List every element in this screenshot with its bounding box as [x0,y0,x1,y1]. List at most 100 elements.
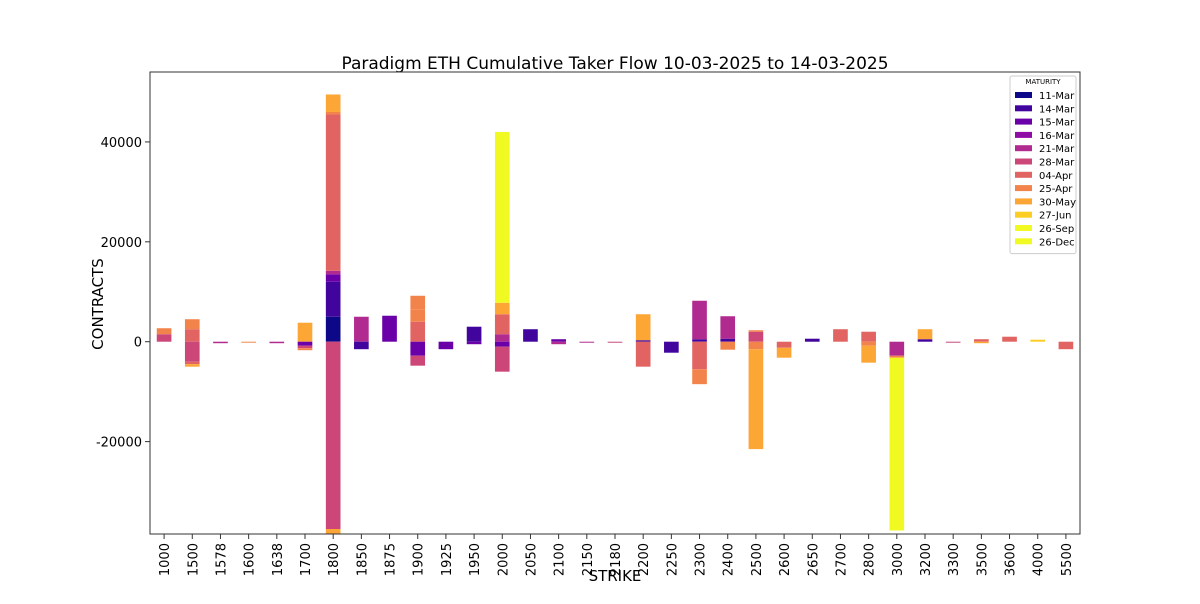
bar-segment-2300 [692,341,707,370]
bar-segment-2800 [861,341,876,346]
bar-segment-2300 [692,300,707,340]
bar-segment-1500 [184,364,200,367]
plot-frame [149,71,1081,535]
x-tick-label: 2300 [694,543,709,576]
x-tick-label: 1600 [243,543,258,576]
x-tick-label: 4000 [1032,543,1047,576]
bar-segment-2150 [579,341,595,343]
axes-layer: -20000 0 20000 40000 1000 1500 1578 1600 1638 170… [96,71,1081,576]
legend-swatch [1015,92,1032,98]
x-tick-label: 2800 [863,543,878,576]
bar-segment-2500 [748,331,764,342]
bar-segment-1800 [325,281,341,317]
bar-segment-2000 [494,131,510,303]
legend-label: 30-May [1039,197,1076,208]
x-tick-label: 2500 [750,543,765,576]
chart-title: Paradigm ETH Cumulative Taker Flow 10-03… [341,54,888,74]
legend-swatch [1015,105,1032,112]
legend-swatch [1015,158,1032,165]
bar-segment-2400 [720,316,736,339]
legend-label: 04-Apr [1039,171,1073,182]
bar-segment-3300 [945,341,961,343]
bar-segment-2700 [833,329,848,342]
x-tick-label: 1850 [355,543,370,576]
x-tick-label: 2000 [496,543,511,576]
bar-segment-2100 [551,339,566,342]
y-axis-title: CONTRACTS [89,258,107,350]
bar-segment-1500 [184,329,200,342]
bar-segment-2400 [720,341,736,350]
legend-label: 14-Mar [1039,104,1075,115]
x-tick-label: 1700 [299,543,314,576]
bar-segment-1638 [269,341,285,344]
bar-segment-5500 [1058,341,1074,350]
bar-segment-1500 [184,319,200,330]
bar-segment-2500 [748,349,764,450]
bar-segment-1800 [325,341,341,530]
bar-segment-1900 [410,295,426,310]
legend-label: 16-Mar [1039,131,1075,142]
bar-segment-3500 [974,341,989,344]
x-tick-label: 2150 [581,543,596,576]
x-tick-label: 3600 [1004,543,1019,576]
bar-segment-1578 [213,341,228,344]
x-tick-label: 3300 [947,543,962,576]
bar-segment-1700 [297,345,313,349]
bar-segment-1900 [410,321,426,342]
legend: MATURITY 11-Mar 14-Mar 15-Mar 16-Mar 21-Mar 28… [1009,75,1077,255]
x-tick-label: 2200 [637,543,652,576]
bar-segment-1800 [325,114,341,271]
x-tick-label: 1900 [412,543,427,576]
legend-label: 27-Jun [1039,211,1072,222]
bar-segment-2800 [861,331,876,342]
bar-segment-2600 [776,347,792,358]
legend-label: 26-Sep [1039,224,1074,235]
legend-label: 28-Mar [1039,158,1075,169]
x-tick-label: 2100 [553,543,568,576]
bar-segment-1925 [438,341,454,350]
x-tick-label: 2250 [665,543,680,576]
bar-segment-3200 [917,329,933,340]
x-tick-label: 1950 [468,543,483,576]
bar-segment-1900 [410,341,426,356]
x-tick-label: 2650 [806,543,821,576]
y-tick-label: -20000 [96,436,142,451]
legend-swatch [1015,198,1032,205]
x-tick-label: 2700 [834,543,849,576]
legend-title: MATURITY [1025,78,1061,86]
bar-segment-1800 [325,274,341,282]
bar-segment-2100 [551,341,566,345]
bar-segment-2200 [635,340,651,342]
legend-swatch [1015,131,1032,138]
y-tick-label: 20000 [101,236,142,251]
bar-segment-1800 [325,94,341,112]
legend-swatch [1015,185,1032,192]
bar-segment-1850 [354,341,369,350]
bar-segment-2600 [776,341,792,348]
bar-segment-1700 [297,322,313,342]
legend-label: 11-Mar [1039,91,1075,102]
x-tick-label: 1925 [440,543,455,576]
bar-segment-2300 [692,339,707,342]
bar-segment-2180 [607,341,623,343]
bar-segment-3000 [889,341,905,356]
legend-swatch [1015,171,1032,178]
bar-segment-1700 [297,341,313,346]
bar-segment-3000 [889,357,905,531]
bar-segment-2050 [523,329,538,342]
legend-swatch [1015,225,1032,231]
legend-swatch [1015,238,1032,245]
bar-segment-2400 [720,338,736,342]
x-tick-label: 1875 [384,543,399,576]
bar-segment-1800 [325,270,341,275]
bar-segment-1950 [466,341,482,345]
x-tick-label: 1500 [186,543,201,576]
y-tick-label: 0 [134,336,142,351]
bar-segment-2000 [494,314,510,335]
bar-segment-1600 [241,341,256,343]
legend-label: 25-Apr [1039,184,1073,195]
bar-segment-2000 [494,334,510,342]
legend-label: 15-Mar [1039,118,1075,129]
bar-segment-3600 [1002,336,1017,342]
